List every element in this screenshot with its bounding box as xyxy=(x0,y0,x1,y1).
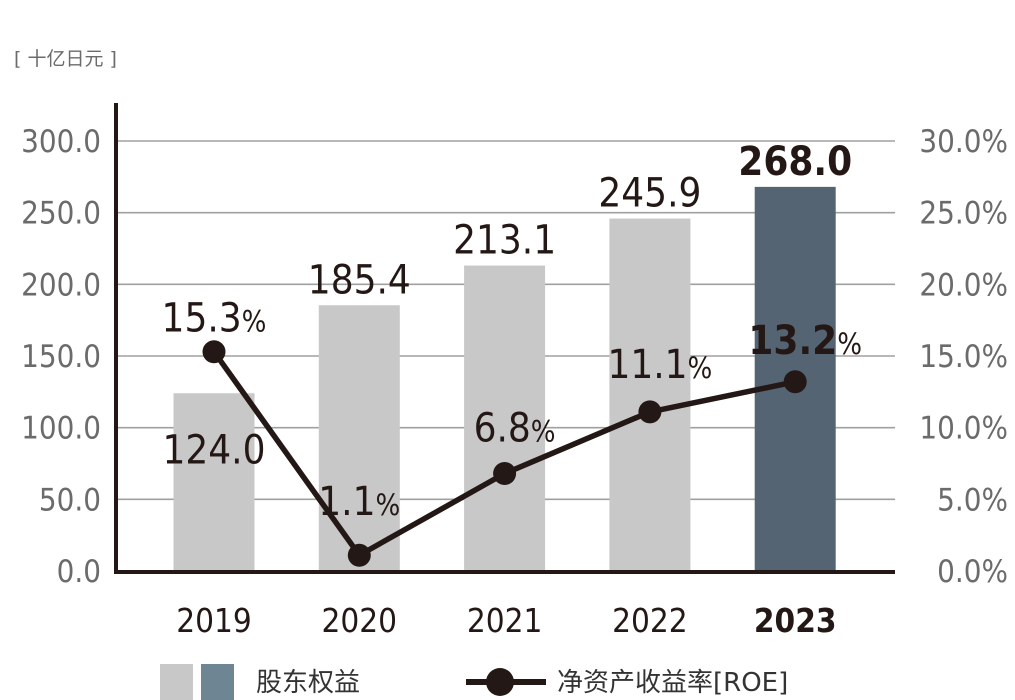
roe-value-percent: % xyxy=(688,351,713,385)
roe-value-percent: % xyxy=(376,488,401,522)
right-axis-tick-label: 30.0% xyxy=(919,124,1008,160)
roe-value-label: 15.3% xyxy=(162,296,267,342)
x-axis-category-label: 2021 xyxy=(467,601,543,640)
axes xyxy=(114,103,895,574)
roe-point xyxy=(347,543,371,567)
roe-value-percent: % xyxy=(837,327,862,361)
equity-value-label: 268.0 xyxy=(738,139,852,185)
legend-swatch-equity xyxy=(160,664,193,700)
right-axis-tick-label: 0.0% xyxy=(937,554,1008,590)
roe-point xyxy=(783,370,807,394)
equity-bar xyxy=(173,393,255,571)
left-axis-tick-label: 250.0 xyxy=(21,196,101,232)
legend: 股东权益 净资产收益率[ROE] xyxy=(0,660,1015,700)
left-axis-tick-label: 150.0 xyxy=(21,339,101,375)
unit-label: [ 十亿日元 ] xyxy=(14,48,117,70)
roe-value-number: 11.1 xyxy=(607,342,687,388)
roe-value-number: 13.2 xyxy=(748,318,837,364)
roe-value-percent: % xyxy=(531,415,556,449)
roe-value-number: 1.1 xyxy=(318,479,375,525)
roe-point xyxy=(493,462,517,486)
roe-value-label: 11.1% xyxy=(607,342,712,388)
roe-value-label: 6.8% xyxy=(474,406,556,452)
equity-value-label: 213.1 xyxy=(453,218,556,264)
left-axis-tick-label: 50.0 xyxy=(39,482,101,518)
right-axis-tick-label: 10.0% xyxy=(919,411,1008,447)
legend-marker-roe xyxy=(486,668,514,696)
equity-bars xyxy=(173,186,836,571)
right-axis-tick-label: 25.0% xyxy=(919,196,1008,232)
x-axis-category-label: 2023 xyxy=(754,601,837,640)
roe-point xyxy=(638,400,662,424)
legend-label-equity: 股东权益 xyxy=(256,668,361,698)
left-axis-tick-label: 200.0 xyxy=(21,267,101,303)
x-axis-category-label: 2019 xyxy=(176,601,252,640)
roe-value-label: 13.2% xyxy=(748,318,862,364)
right-axis-tick-label: 15.0% xyxy=(919,339,1008,375)
right-axis-tick-label: 20.0% xyxy=(919,267,1008,303)
roe-value-number: 15.3 xyxy=(162,296,242,342)
equity-value-label: 245.9 xyxy=(598,171,701,217)
legend-label-roe: 净资产收益率[ROE] xyxy=(557,668,789,698)
equity-bar xyxy=(464,265,546,571)
roe-value-number: 6.8 xyxy=(474,406,531,452)
tick-labels: 0.0 50.0 100.0 150.0 200.0 250.0 300.0 0.0% 5.0%… xyxy=(21,124,1008,640)
left-axis-tick-label: 0.0 xyxy=(57,554,101,590)
legend-swatch-equity-highlight xyxy=(201,664,234,700)
x-axis-category-label: 2020 xyxy=(322,601,398,640)
equity-value-label: 185.4 xyxy=(308,257,411,303)
left-axis-tick-label: 100.0 xyxy=(21,411,101,447)
roe-value-percent: % xyxy=(242,305,267,339)
equity-roe-chart: 0.0 50.0 100.0 150.0 200.0 250.0 300.0 0.0% 5.0%… xyxy=(21,103,1008,640)
right-axis-tick-label: 5.0% xyxy=(937,482,1008,518)
equity-bar xyxy=(609,218,691,571)
equity-bar xyxy=(318,305,400,571)
equity-value-label: 124.0 xyxy=(163,427,266,473)
left-axis-tick-label: 300.0 xyxy=(21,124,101,160)
roe-point xyxy=(202,340,226,364)
roe-value-label: 1.1% xyxy=(318,479,400,525)
roe-line-series xyxy=(202,340,807,567)
data-labels: 124.0185.4213.1245.9268.015.3%1.1%6.8%11… xyxy=(162,139,862,525)
x-axis-category-label: 2022 xyxy=(612,601,688,640)
